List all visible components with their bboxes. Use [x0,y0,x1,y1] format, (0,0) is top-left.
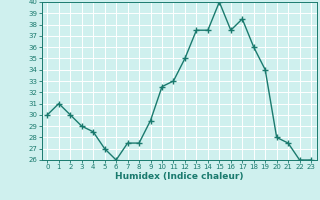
X-axis label: Humidex (Indice chaleur): Humidex (Indice chaleur) [115,172,244,181]
